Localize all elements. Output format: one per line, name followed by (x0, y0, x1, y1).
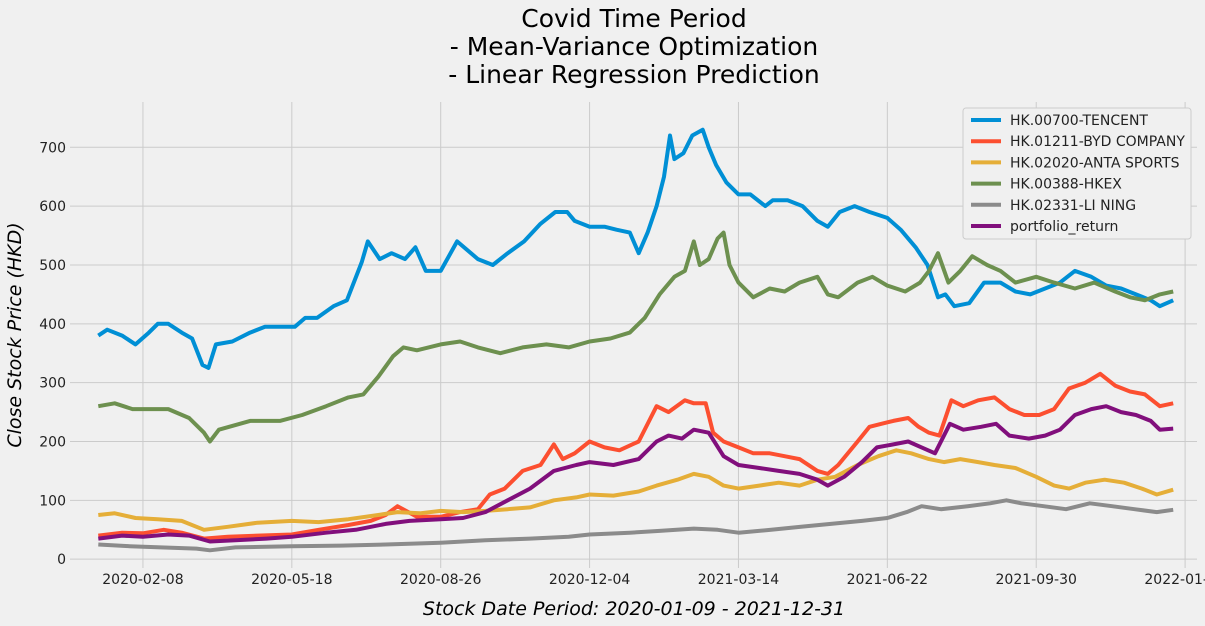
x-tick-label: 2021-06-22 (847, 572, 928, 588)
legend-entry: HK.02331-LI NING (1010, 198, 1136, 214)
tick-layer: 0 100 200 300 400 500 600 700 2020-02-08 2020-05-… (39, 140, 1205, 588)
legend-entry: HK.00388-HKEX (1010, 177, 1122, 193)
y-tick-label: 0 (57, 552, 66, 568)
series-line-0 (97, 127, 1175, 370)
x-tick-label: 2021-09-30 (996, 572, 1077, 588)
y-tick-label: 200 (39, 434, 66, 450)
y-tick-label: 100 (39, 493, 66, 509)
y-tick-label: 500 (39, 258, 66, 274)
series-layer (97, 127, 1175, 553)
legend-entry: portfolio_return (1010, 219, 1118, 235)
chart-title-line-2: - Mean-Variance Optimization (450, 32, 819, 61)
series-line-4 (98, 498, 1174, 553)
x-tick-label: 2020-08-26 (400, 572, 481, 588)
legend-entry: HK.01211-BYD COMPANY (1010, 134, 1185, 150)
y-tick-label: 300 (39, 376, 66, 392)
x-tick-label: 2020-12-04 (549, 572, 630, 588)
grid-layer (70, 102, 1197, 568)
chart-title-line-1: Covid Time Period (521, 4, 746, 33)
x-tick-label: 2022-01-08 (1144, 572, 1205, 588)
legend-entry: HK.00700-TENCENT (1010, 113, 1148, 129)
series-line-1 (98, 371, 1174, 541)
y-tick-label: 600 (39, 199, 66, 215)
series-line-3 (97, 230, 1174, 444)
y-tick-label: 700 (39, 140, 66, 156)
x-tick-label: 2020-02-08 (102, 572, 183, 588)
series-line-2 (98, 448, 1174, 532)
legend-box (962, 107, 1192, 240)
y-axis-label: Close Stock Price (HKD) (4, 222, 26, 447)
y-tick-label: 400 (39, 317, 66, 333)
legend-entry: HK.02020-ANTA SPORTS (1010, 155, 1180, 171)
x-tick-label: 2021-03-14 (698, 572, 779, 588)
series-line-5 (98, 404, 1174, 544)
x-tick-label: 2020-05-18 (251, 572, 332, 588)
chart-title-line-3: - Linear Regression Prediction (448, 60, 820, 89)
x-axis-label: Stock Date Period: 2020-01-09 - 2021-12-… (423, 598, 845, 620)
legend: HK.00700-TENCENT HK.01211-BYD COMPANY HK.0… (962, 107, 1192, 240)
